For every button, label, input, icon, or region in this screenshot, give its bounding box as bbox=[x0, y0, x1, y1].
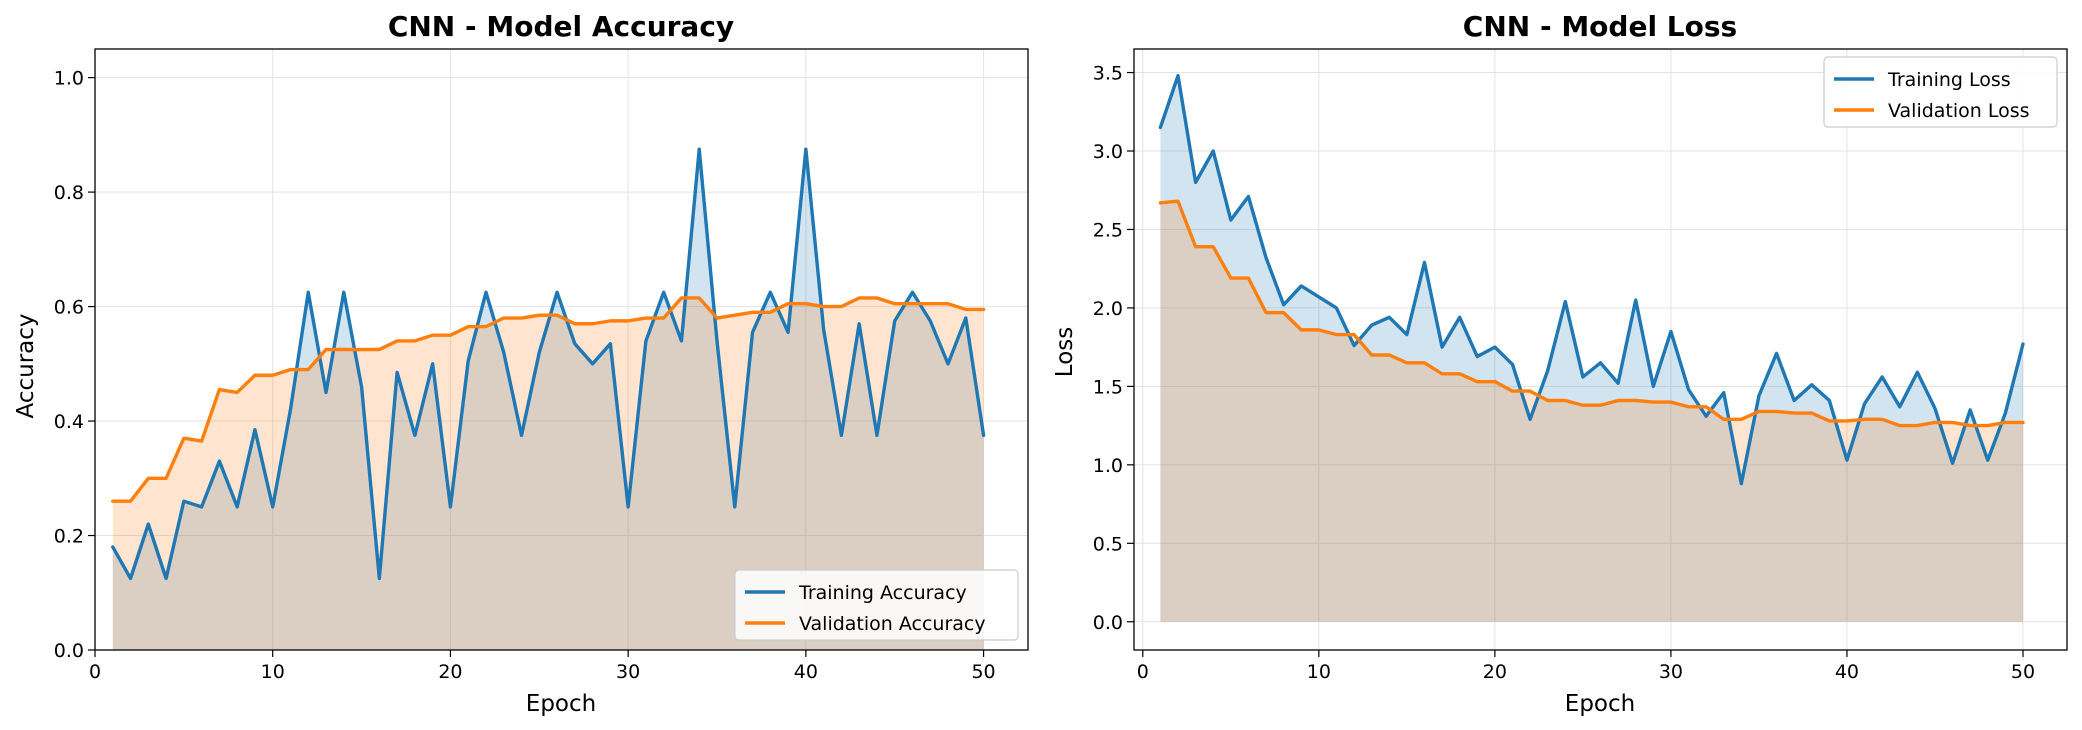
x-tick-label: 30 bbox=[616, 661, 640, 683]
legend: Training Loss Validation Loss bbox=[1823, 56, 2058, 128]
series-line-training bbox=[1158, 73, 2025, 486]
legend-label: Training Loss bbox=[1887, 69, 2011, 91]
axes-frame bbox=[1133, 48, 2068, 651]
y-axis-label: Accuracy bbox=[13, 313, 39, 418]
x-axis-label: Epoch bbox=[1565, 691, 1635, 717]
y-tick-label: 1.5 bbox=[1093, 376, 1123, 398]
x-tick-label: 30 bbox=[1659, 661, 1683, 683]
x-tick-label: 0 bbox=[1137, 661, 1149, 683]
series-fill-training bbox=[1160, 75, 2023, 622]
y-tick-label: 0.5 bbox=[1093, 533, 1123, 555]
x-tick-label: 0 bbox=[89, 661, 101, 683]
y-axis-label: Loss bbox=[1052, 327, 1078, 377]
y-tick-label: 2.5 bbox=[1093, 219, 1123, 241]
x-tick-label: 10 bbox=[1307, 661, 1331, 683]
x-tick-label: 50 bbox=[2011, 661, 2035, 683]
accuracy-chart: CNN - Model Accuracy Epoch Accuracy 0 10 2… bbox=[13, 10, 1029, 717]
legend-label: Training Accuracy bbox=[798, 582, 967, 604]
y-tick-label: 0.8 bbox=[54, 182, 84, 204]
x-tick-label: 20 bbox=[1483, 661, 1507, 683]
y-tick-label: 3.5 bbox=[1093, 63, 1123, 85]
x-tick-label: 50 bbox=[971, 661, 995, 683]
legend-label: Validation Accuracy bbox=[799, 613, 986, 635]
series-line-training bbox=[111, 147, 986, 581]
legend-box bbox=[1823, 56, 2058, 128]
x-tick-label: 20 bbox=[438, 661, 462, 683]
axes-frame bbox=[94, 48, 1029, 651]
legend-label: Validation Loss bbox=[1888, 100, 2030, 122]
y-tick-label: 1.0 bbox=[1093, 455, 1123, 477]
x-tick-label: 40 bbox=[1835, 661, 1859, 683]
series-fill-training bbox=[112, 149, 984, 650]
plot-area bbox=[95, 49, 1028, 650]
x-tick-label: 10 bbox=[261, 661, 285, 683]
y-tick-label: 0.6 bbox=[54, 297, 84, 319]
y-tick-label: 0.0 bbox=[1093, 612, 1123, 634]
legend: Training Accuracy Validation Accuracy bbox=[734, 569, 1019, 641]
y-tick-label: 0.0 bbox=[54, 640, 84, 662]
y-tick-label: 3.0 bbox=[1093, 141, 1123, 163]
loss-chart: CNN - Model Loss Epoch Loss 0 10 20 30 40 50 0… bbox=[1052, 10, 2068, 717]
x-axis-label: Epoch bbox=[526, 691, 596, 717]
y-tick-label: 1.0 bbox=[54, 68, 84, 90]
series-line-validation bbox=[1158, 199, 2025, 428]
chart-title: CNN - Model Loss bbox=[1463, 10, 1737, 43]
x-tick-label: 40 bbox=[794, 661, 818, 683]
chart-title: CNN - Model Accuracy bbox=[388, 10, 734, 43]
series-line-validation bbox=[111, 296, 986, 503]
series-fill-validation bbox=[112, 297, 984, 650]
y-tick-label: 0.2 bbox=[54, 526, 84, 548]
plot-area bbox=[1134, 49, 2067, 650]
legend-box bbox=[734, 569, 1019, 641]
y-tick-label: 2.0 bbox=[1093, 298, 1123, 320]
y-tick-label: 0.4 bbox=[54, 411, 84, 433]
series-fill-validation bbox=[1160, 201, 2023, 622]
